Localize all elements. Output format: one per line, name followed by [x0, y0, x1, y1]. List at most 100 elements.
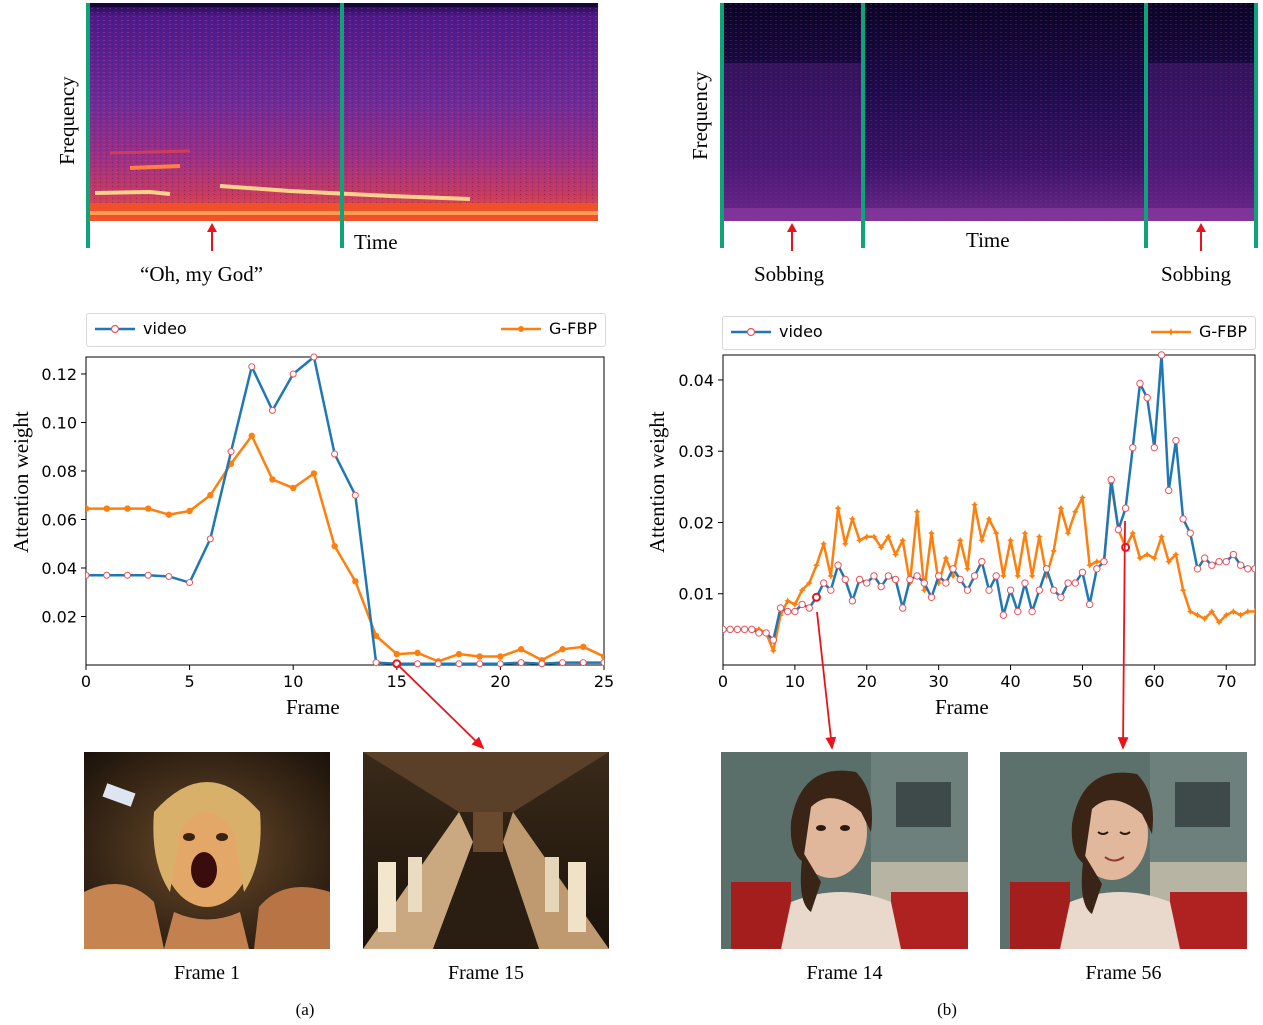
- chart-b-point-video-34: [963, 586, 972, 594]
- chart-b-point-video-43: [1028, 607, 1036, 616]
- chart-a-point-video-9: [268, 406, 276, 414]
- chart-b-point-video-57: [1129, 443, 1137, 452]
- chart-b-point-video-1: [726, 625, 734, 634]
- chart-a-point-G-FBP-20: [497, 653, 504, 660]
- chart-b-highlight-0: [811, 592, 821, 602]
- chart-b-ytick-label-2: 0.03: [678, 442, 714, 461]
- chart-b-point-video-68: [1208, 561, 1216, 569]
- chart-b-point-G-FBP-37: [985, 515, 993, 523]
- chart-b-point-G-FBP-25: [899, 536, 907, 544]
- frame-1-caption: Frame 1: [173, 962, 241, 984]
- divider-b3: [1144, 3, 1148, 248]
- chart-b-point-G-FBP-45: [1043, 572, 1050, 580]
- chart-b-point-G-FBP-63: [1172, 551, 1180, 558]
- legend-b-video: video: [731, 322, 823, 341]
- chart-b-point-G-FBP-36: [978, 536, 986, 544]
- chart-b-xtick-label-1: 10: [785, 672, 805, 691]
- chart-b-point-video-28: [920, 579, 928, 587]
- annotation-sobbing-right: Sobbing: [1161, 262, 1232, 286]
- chart-a-xtick-label-5: 25: [594, 672, 614, 691]
- frame-56-caption: Frame 56: [1085, 962, 1162, 984]
- chart-b-xtick-label-4: 40: [1000, 672, 1020, 691]
- chart-b-point-G-FBP-51: [1086, 561, 1094, 569]
- chart-b-point-video-58: [1136, 379, 1144, 388]
- chart-a-point-video-24: [579, 659, 587, 667]
- frame-15-picture: [363, 752, 609, 949]
- chart-b-point-video-71: [1229, 550, 1238, 559]
- chart-b-point-G-FBP-30: [935, 579, 943, 587]
- chart-b-series-video: [723, 351, 1255, 644]
- legend-a-gfbp: G-FBP: [501, 319, 597, 338]
- legend-a-gfbp-swatch: [501, 325, 541, 332]
- spectrogram-b: [724, 3, 1254, 221]
- arrow-b-spec-left: [787, 223, 797, 251]
- legend-a-video-label: video: [143, 319, 187, 338]
- chart-b-point-G-FBP-60: [1150, 554, 1158, 562]
- frame-1-image: [84, 752, 330, 949]
- chart-b-point-video-18: [848, 597, 857, 605]
- chart-b-point-G-FBP-68: [1208, 608, 1216, 615]
- chart-b-point-G-FBP-71: [1230, 608, 1237, 615]
- chart-b-ylabel: Attention weight: [645, 411, 669, 553]
- chart-b-point-video-17: [841, 575, 849, 584]
- annotation-oh-my-god: “Oh, my God”: [140, 262, 264, 286]
- chart-b-point-video-40: [1006, 586, 1015, 594]
- chart-b-point-video-15: [827, 586, 835, 594]
- chart-a-point-G-FBP-3: [144, 505, 152, 512]
- chart-a-point-G-FBP-10: [290, 484, 297, 492]
- divider-b2: [861, 3, 865, 248]
- chart-a-ytick-label-1: 0.04: [41, 559, 77, 578]
- chart-a-point-G-FBP-0: [86, 505, 90, 512]
- chart-a-point-video-20: [496, 660, 504, 668]
- legend-a-video-swatch: [95, 324, 135, 333]
- chart-b-point-G-FBP-48: [1064, 529, 1072, 537]
- chart-b-point-G-FBP-23: [884, 533, 892, 541]
- chart-a-point-video-18: [455, 660, 463, 668]
- frame-1-picture: [84, 752, 330, 949]
- chart-a-highlight-0: [392, 659, 402, 669]
- chart-a-point-G-FBP-24: [580, 643, 587, 651]
- arrow-b-spec-right: [1196, 223, 1206, 251]
- chart-b-xtick-label-5: 50: [1072, 672, 1092, 691]
- chart-b-point-G-FBP-41: [1014, 572, 1022, 580]
- chart-b-point-video-45: [1042, 565, 1051, 573]
- chart-a-point-video-2: [123, 571, 131, 579]
- legend-b-video-label: video: [779, 322, 823, 341]
- chart-b-point-G-FBP-22: [877, 544, 885, 551]
- chart-b-point-video-21: [870, 572, 878, 580]
- chart-b-point-G-FBP-29: [928, 529, 935, 537]
- chart-b-xtick-label-0: 0: [718, 672, 728, 691]
- legend-b-gfbp: G-FBP: [1151, 322, 1247, 341]
- chart-a-point-video-7: [227, 448, 235, 456]
- chart-b-point-video-52: [1093, 565, 1101, 573]
- chart-a-point-G-FBP-23: [559, 646, 566, 653]
- chart-b-point-video-25: [899, 604, 907, 612]
- chart-b-point-G-FBP-20: [863, 533, 871, 541]
- chart-b-point-video-48: [1064, 579, 1072, 587]
- chart-b-point-G-FBP-27: [913, 508, 921, 516]
- chart-a-point-G-FBP-16: [414, 649, 421, 657]
- chart-b-point-video-51: [1085, 600, 1094, 609]
- chart-b-point-video-4: [748, 625, 756, 634]
- chart-b-point-video-33: [956, 575, 964, 584]
- spectrogram-b-xlabel: Time: [966, 228, 1010, 252]
- chart-b-point-video-70: [1222, 557, 1230, 566]
- chart-b-point-video-2: [733, 625, 742, 634]
- chart-a-point-G-FBP-12: [331, 542, 338, 550]
- chart-b-point-G-FBP-52: [1093, 558, 1101, 566]
- chart-a-point-video-22: [538, 660, 546, 668]
- chart-b-highlight-1: [1121, 542, 1131, 552]
- chart-b: 0 10 20 30 40 50 60 70 0.01 0.02 0.03 0.04: [678, 351, 1256, 691]
- chart-b-point-G-FBP-35: [971, 501, 979, 509]
- chart-a-ytick-label-2: 0.06: [41, 510, 77, 529]
- chart-b-point-G-FBP-44: [1035, 533, 1043, 541]
- frame-14-image: [721, 752, 968, 949]
- chart-b-point-G-FBP-57: [1129, 529, 1137, 537]
- chart-b-point-video-35: [970, 572, 979, 580]
- chart-b-xtick-label-6: 60: [1144, 672, 1164, 691]
- chart-b-point-video-29: [927, 593, 936, 601]
- chart-a-xtick-label-2: 10: [283, 672, 303, 691]
- frame-14-picture: [721, 752, 968, 949]
- chart-b-point-G-FBP-9: [784, 597, 792, 605]
- chart-a-point-video-8: [248, 363, 256, 371]
